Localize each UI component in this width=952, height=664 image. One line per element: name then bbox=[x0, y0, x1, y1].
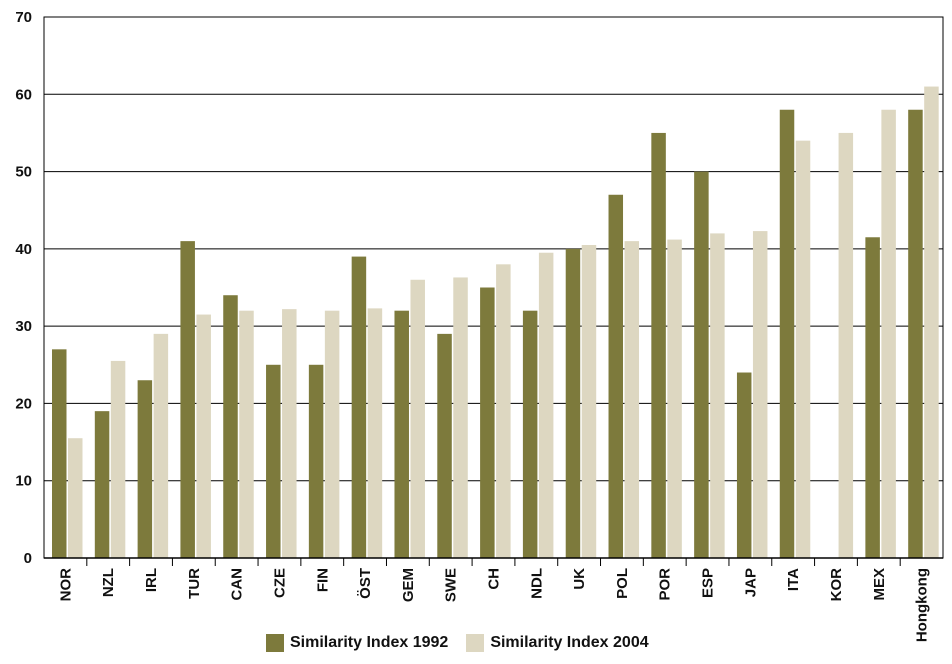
bar-NOR-2004 bbox=[68, 438, 83, 558]
x-tick-label-POL: POL bbox=[614, 568, 631, 599]
bar-UK-1992 bbox=[565, 248, 581, 558]
bar-Hongkong-2004 bbox=[924, 86, 939, 559]
legend-swatch-1992 bbox=[266, 634, 284, 652]
bar-POR-2004 bbox=[667, 239, 682, 558]
bar-TUR-2004 bbox=[196, 314, 211, 558]
bar-JAP-1992 bbox=[736, 372, 752, 558]
bar-ITA-1992 bbox=[779, 109, 795, 558]
bar-NDL-2004 bbox=[538, 252, 554, 558]
bar-FIN-1992 bbox=[308, 364, 324, 558]
x-tick-label-UK: UK bbox=[571, 568, 588, 590]
legend-label-2004: Similarity Index 2004 bbox=[490, 634, 649, 651]
x-tick-label-NZL: NZL bbox=[100, 568, 117, 597]
axes bbox=[43, 16, 944, 559]
bar-POL-1992 bbox=[608, 194, 624, 558]
x-tick-label-POR: POR bbox=[657, 568, 674, 601]
bar-ÖST-2004 bbox=[367, 308, 383, 558]
y-tick-label-40: 40 bbox=[15, 241, 32, 258]
x-tick-label-CH: CH bbox=[486, 568, 503, 590]
legend-label-1992: Similarity Index 1992 bbox=[290, 634, 449, 651]
legend-item-1992: Similarity Index 1992 bbox=[266, 634, 448, 652]
legend-item-2004: Similarity Index 2004 bbox=[466, 634, 649, 652]
bar-UK-2004 bbox=[581, 244, 597, 558]
bar-NDL-1992 bbox=[522, 310, 538, 558]
bar-CZE-1992 bbox=[266, 364, 281, 558]
y-tick-label-30: 30 bbox=[15, 318, 32, 335]
y-tick-label-50: 50 bbox=[15, 164, 32, 181]
x-tick-label-TUR: TUR bbox=[186, 568, 203, 599]
bar-CAN-1992 bbox=[223, 295, 238, 558]
x-tick-label-KOR: KOR bbox=[828, 568, 845, 602]
bar-POL-2004 bbox=[624, 241, 640, 558]
bar-CAN-2004 bbox=[239, 310, 254, 558]
bar-JAP-2004 bbox=[752, 231, 768, 558]
x-tick-label-JAP: JAP bbox=[742, 568, 759, 597]
bar-SWE-2004 bbox=[453, 277, 468, 558]
x-tick-label-NOR: NOR bbox=[57, 568, 74, 602]
y-tick-label-10: 10 bbox=[15, 473, 32, 490]
bar-CZE-2004 bbox=[282, 309, 297, 558]
x-tick-label-FIN: FIN bbox=[314, 568, 331, 592]
legend: Similarity Index 1992 Similarity Index 2… bbox=[266, 634, 649, 652]
bar-IRL-1992 bbox=[137, 380, 153, 558]
bar-MEX-1992 bbox=[865, 237, 880, 558]
bar-ESP-2004 bbox=[710, 233, 725, 558]
bar-Hongkong-1992 bbox=[908, 109, 923, 558]
y-tick-label-60: 60 bbox=[15, 86, 32, 103]
y-tick-label-20: 20 bbox=[15, 395, 32, 412]
bar-KOR-2004 bbox=[838, 132, 854, 558]
bar-NZL-2004 bbox=[110, 360, 126, 558]
bar-ITA-2004 bbox=[795, 140, 811, 558]
bar-GEM-2004 bbox=[410, 279, 425, 558]
y-tick-label-70: 70 bbox=[15, 9, 32, 26]
bar-IRL-2004 bbox=[153, 333, 169, 558]
x-tick-label-CAN: CAN bbox=[229, 568, 246, 601]
x-tick-label-Hongkong: Hongkong bbox=[914, 568, 931, 642]
x-tick-label-ITA: ITA bbox=[785, 568, 802, 591]
y-tick-labels: 0 10 20 30 40 50 60 70 bbox=[15, 9, 32, 567]
bar-NOR-1992 bbox=[52, 349, 67, 558]
x-tick-labels: NOR NZL IRL TUR CAN CZE FIN ÖST GEM SWE CH NDL UK POL… bbox=[57, 568, 930, 642]
x-tick-label-ESP: ESP bbox=[700, 568, 717, 598]
y-tick-label-0: 0 bbox=[24, 550, 32, 567]
x-tick-label-GEM: GEM bbox=[400, 568, 417, 602]
bar-NZL-1992 bbox=[94, 411, 110, 558]
bar-CH-2004 bbox=[496, 264, 511, 558]
bar-FIN-2004 bbox=[324, 310, 340, 558]
x-tick-label-SWE: SWE bbox=[443, 568, 460, 602]
bars bbox=[52, 86, 939, 566]
bar-POR-1992 bbox=[651, 132, 666, 558]
bar-GEM-1992 bbox=[394, 310, 409, 558]
x-tick-label-MEX: MEX bbox=[871, 568, 888, 601]
x-tick-label-NDL: NDL bbox=[528, 568, 545, 599]
legend-swatch-2004 bbox=[466, 634, 485, 652]
x-tick-label-IRL: IRL bbox=[143, 568, 160, 592]
bar-ÖST-1992 bbox=[351, 256, 367, 558]
x-tick-label-ÖST: ÖST bbox=[357, 568, 374, 599]
bar-MEX-2004 bbox=[881, 109, 896, 558]
bar-TUR-1992 bbox=[180, 241, 195, 558]
bar-ESP-1992 bbox=[694, 171, 709, 559]
bar-CH-1992 bbox=[480, 287, 495, 558]
x-tick-label-CZE: CZE bbox=[271, 568, 288, 598]
bar-SWE-1992 bbox=[437, 333, 452, 558]
